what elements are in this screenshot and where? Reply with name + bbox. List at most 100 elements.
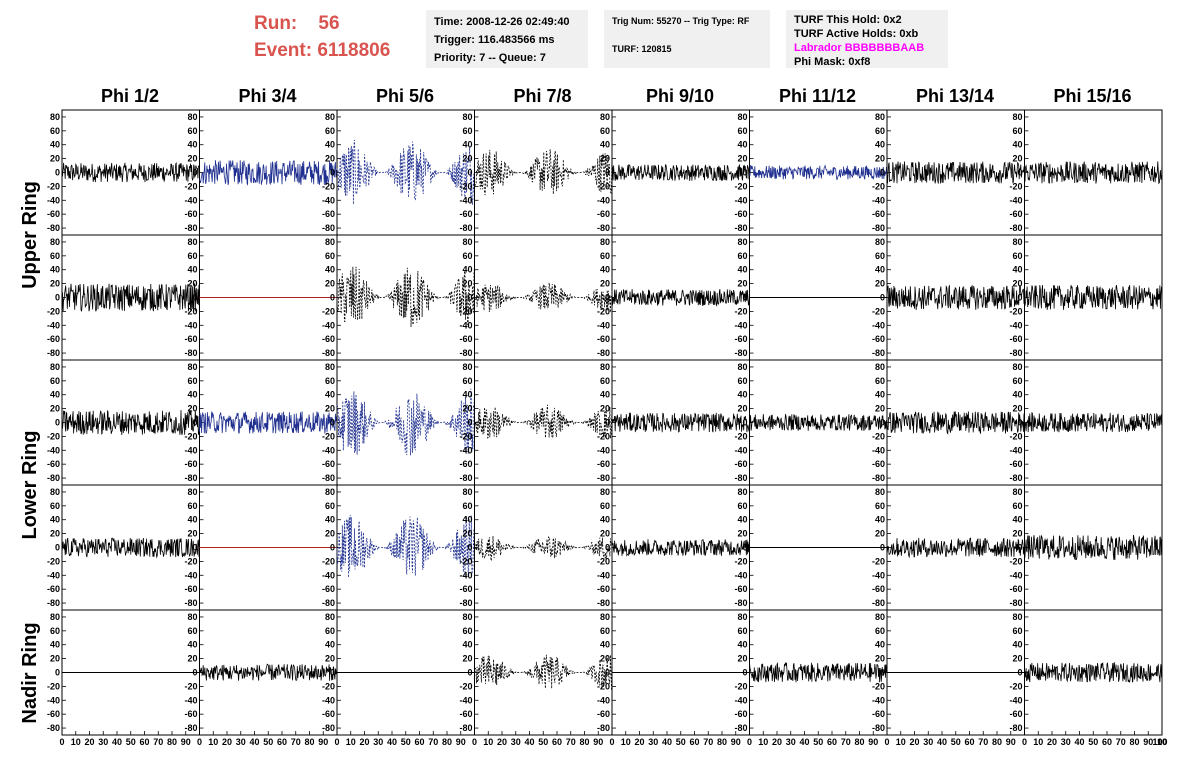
y-tick-label: 40 bbox=[50, 265, 60, 275]
panel-r2-c7: 80 60 40 20 0 -20 -40 -60 -80 bbox=[872, 234, 1025, 361]
y-tick-label: 40 bbox=[325, 390, 335, 400]
x-tick-label: 0 bbox=[609, 737, 614, 747]
y-tick-label: 80 bbox=[187, 237, 197, 247]
waveform-trace bbox=[886, 161, 1025, 184]
y-tick-label: 60 bbox=[50, 251, 60, 261]
y-tick-label: -20 bbox=[322, 181, 335, 191]
y-tick-label: -40 bbox=[597, 695, 610, 705]
y-tick-label: 60 bbox=[325, 626, 335, 636]
y-tick-label: 20 bbox=[875, 154, 885, 164]
y-tick-label: 40 bbox=[600, 140, 610, 150]
y-tick-label: -60 bbox=[597, 584, 610, 594]
y-tick-label: 80 bbox=[325, 237, 335, 247]
y-tick-label: -60 bbox=[734, 334, 747, 344]
y-tick-label: 20 bbox=[50, 404, 60, 414]
y-tick-label: 20 bbox=[737, 279, 747, 289]
priority-text: Priority: 7 -- Queue: 7 bbox=[434, 52, 546, 64]
y-tick-label: -20 bbox=[1009, 681, 1022, 691]
y-tick-label: 60 bbox=[462, 251, 472, 261]
turf-text: TURF: 120815 bbox=[612, 44, 672, 54]
y-tick-label: 80 bbox=[875, 612, 885, 622]
y-tick-label: 40 bbox=[1012, 265, 1022, 275]
y-tick-label: 20 bbox=[1012, 404, 1022, 414]
y-tick-label: -80 bbox=[872, 598, 885, 608]
panel-r1-c8: 80 60 40 20 0 -20 -40 -60 -80 bbox=[1009, 109, 1163, 236]
y-tick-label: 0 bbox=[55, 668, 60, 678]
y-tick-label: -20 bbox=[459, 431, 472, 441]
y-tick-label: 60 bbox=[737, 376, 747, 386]
y-tick-label: -20 bbox=[184, 181, 197, 191]
y-tick-label: 0 bbox=[742, 543, 747, 553]
y-tick-label: 60 bbox=[50, 626, 60, 636]
y-tick-label: -60 bbox=[872, 459, 885, 469]
y-tick-label: -80 bbox=[322, 223, 335, 233]
y-tick-label: 20 bbox=[737, 404, 747, 414]
y-tick-label: 60 bbox=[50, 376, 60, 386]
y-tick-label: -40 bbox=[872, 695, 885, 705]
y-tick-label: -60 bbox=[322, 334, 335, 344]
y-tick-label: 80 bbox=[50, 362, 60, 372]
panel-r2-c4: 80 60 40 20 0 -20 -40 -60 -80 bbox=[459, 234, 613, 361]
phi-mask-text: Phi Mask: 0xf8 bbox=[794, 56, 871, 68]
y-tick-label: 40 bbox=[50, 390, 60, 400]
y-tick-label: 80 bbox=[325, 362, 335, 372]
waveform-trace bbox=[199, 411, 338, 434]
x-tick-label: 50 bbox=[813, 737, 823, 747]
y-tick-label: -60 bbox=[734, 709, 747, 719]
y-tick-label: -80 bbox=[734, 598, 747, 608]
y-tick-label: 20 bbox=[737, 654, 747, 664]
panel-r3-c6: 80 60 40 20 0 -20 -40 -60 -80 bbox=[734, 359, 888, 486]
trig-num-text: Trig Num: 55270 -- Trig Type: RF bbox=[612, 16, 750, 26]
y-tick-label: 40 bbox=[737, 140, 747, 150]
y-tick-label: 20 bbox=[600, 654, 610, 664]
y-tick-label: -80 bbox=[322, 598, 335, 608]
x-tick-label: 80 bbox=[854, 737, 864, 747]
x-tick-label: 0 bbox=[1022, 737, 1027, 747]
y-tick-label: 60 bbox=[737, 251, 747, 261]
y-tick-label: -60 bbox=[47, 584, 60, 594]
y-tick-label: 60 bbox=[187, 626, 197, 636]
y-tick-label: 80 bbox=[50, 237, 60, 247]
y-tick-label: -80 bbox=[597, 223, 610, 233]
waveform-trace bbox=[611, 163, 750, 181]
y-tick-label: -80 bbox=[459, 598, 472, 608]
y-tick-label: 80 bbox=[462, 362, 472, 372]
y-tick-label: 0 bbox=[880, 168, 885, 178]
waveform-trace bbox=[474, 404, 613, 439]
y-tick-label: -20 bbox=[322, 681, 335, 691]
y-tick-label: 20 bbox=[462, 654, 472, 664]
y-tick-label: 20 bbox=[187, 529, 197, 539]
y-tick-label: 20 bbox=[1012, 154, 1022, 164]
x-tick-label: 60 bbox=[277, 737, 287, 747]
y-tick-label: -20 bbox=[1009, 306, 1022, 316]
y-tick-label: 80 bbox=[187, 612, 197, 622]
y-tick-label: -20 bbox=[872, 681, 885, 691]
y-tick-label: 40 bbox=[325, 265, 335, 275]
y-tick-label: -20 bbox=[47, 681, 60, 691]
x-tick-label: 10 bbox=[483, 737, 493, 747]
y-tick-label: 0 bbox=[880, 668, 885, 678]
y-tick-label: 40 bbox=[462, 515, 472, 525]
y-tick-label: 80 bbox=[600, 362, 610, 372]
phi-header-4: Phi 7/8 bbox=[513, 86, 572, 106]
y-tick-label: 60 bbox=[1012, 376, 1022, 386]
x-tick-label: 20 bbox=[909, 737, 919, 747]
y-tick-label: 60 bbox=[187, 251, 197, 261]
y-tick-label: 80 bbox=[737, 362, 747, 372]
event-value: 6118806 bbox=[317, 40, 391, 61]
x-tick-label: 70 bbox=[566, 737, 576, 747]
y-tick-label: -20 bbox=[184, 681, 197, 691]
y-tick-label: -80 bbox=[597, 723, 610, 733]
y-tick-label: 20 bbox=[1012, 654, 1022, 664]
x-tick-label: 70 bbox=[153, 737, 163, 747]
waveform-trace bbox=[61, 410, 200, 436]
waveform-trace bbox=[749, 164, 888, 180]
y-tick-label: 80 bbox=[1012, 237, 1022, 247]
y-tick-label: 0 bbox=[742, 293, 747, 303]
y-tick-label: 0 bbox=[742, 168, 747, 178]
y-tick-label: -80 bbox=[47, 223, 60, 233]
y-tick-label: 40 bbox=[187, 265, 197, 275]
